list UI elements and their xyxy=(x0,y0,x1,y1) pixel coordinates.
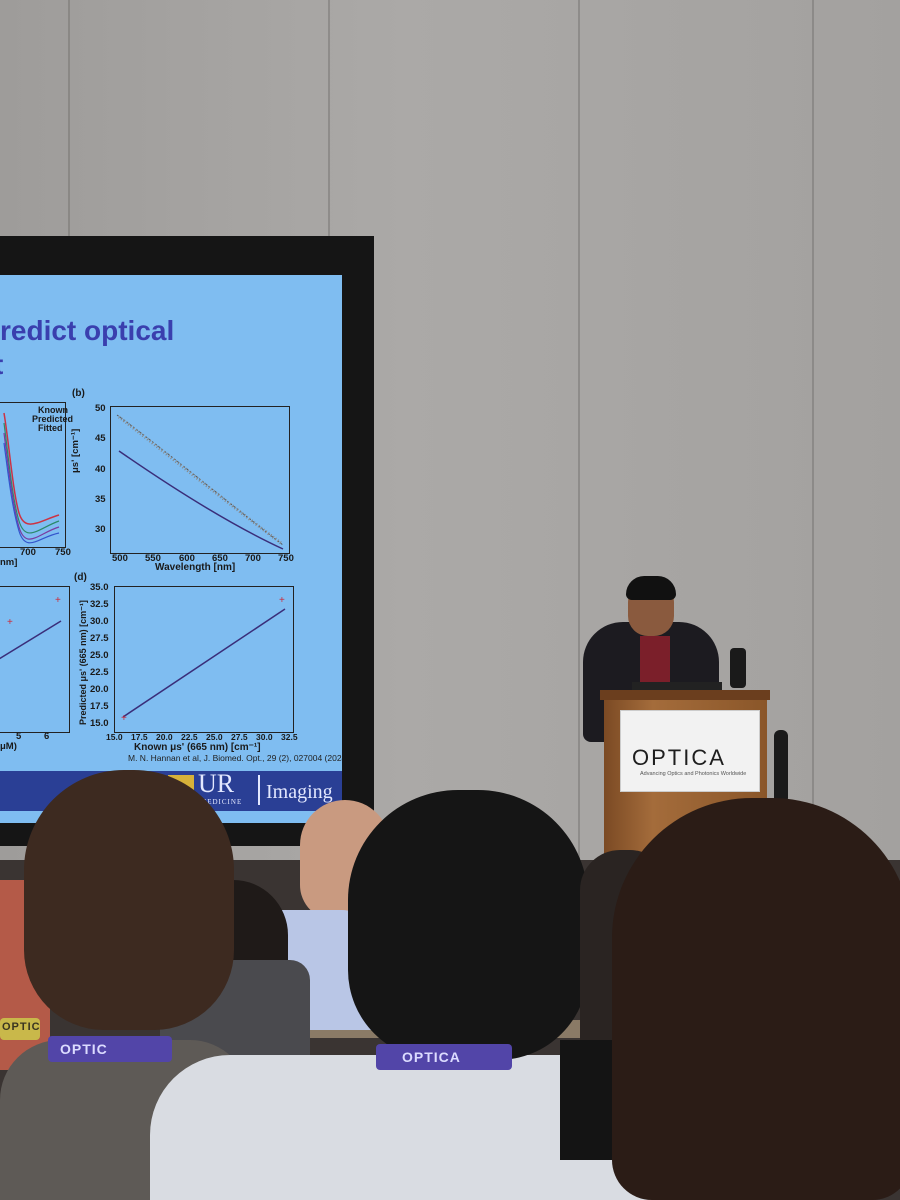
plot-panel-b xyxy=(110,406,290,554)
plot-panel-c: + + xyxy=(0,586,70,733)
slide-title: redict optical xyxy=(0,315,175,346)
panel-d-ytick: 15.0 xyxy=(90,718,109,729)
podium-tagline: Advancing Optics and Photonics Worldwide xyxy=(640,771,747,777)
svg-text:+: + xyxy=(7,617,13,628)
wall-seam xyxy=(812,0,814,860)
panel-a-xlabel: nm] xyxy=(0,557,18,568)
panel-d-xtick: 27.5 xyxy=(231,732,248,742)
footer-medicine: MEDICINE xyxy=(200,798,243,806)
panel-d-ytick: 35.0 xyxy=(90,582,109,593)
svg-text:+: + xyxy=(121,713,127,724)
panel-b-ytick: 45 xyxy=(95,433,106,444)
panel-a-curves xyxy=(3,412,60,544)
plot-panel-d: + + xyxy=(114,586,294,733)
footer-ur: UR xyxy=(198,769,235,798)
panel-b-ytick: 30 xyxy=(95,524,106,535)
panel-d-ytick: 30.0 xyxy=(90,616,109,627)
panel-b-xtick: 500 xyxy=(112,553,128,564)
lanyard-center-text: OPTICA xyxy=(402,1049,461,1065)
microphone-icon xyxy=(774,730,788,800)
panel-d-xtick: 17.5 xyxy=(131,732,148,742)
panel-d-xlabel: Known μs' (665 nm) [cm⁻¹] xyxy=(134,742,261,753)
panel-d-ytick: 27.5 xyxy=(90,633,109,644)
panel-d-xtick: 32.5 xyxy=(281,732,298,742)
panel-d-xtick: 30.0 xyxy=(256,732,273,742)
podium-brand: OPTICA xyxy=(632,745,726,770)
lanyard-left: OPTIC xyxy=(48,1036,172,1062)
speaker-shirt xyxy=(640,636,670,686)
svg-text:+: + xyxy=(279,595,285,606)
panel-d-line: + + xyxy=(121,595,286,724)
plot-panel-a xyxy=(0,402,66,548)
panel-d-ytick: 17.5 xyxy=(90,701,109,712)
audience-head-left xyxy=(24,770,234,1030)
panel-d-ytick: 25.0 xyxy=(90,650,109,661)
lanyard-center: OPTICA xyxy=(376,1044,512,1070)
panel-b-xtick: 650 xyxy=(212,553,228,564)
panel-b-label: (b) xyxy=(72,388,85,399)
lanyard-left-text: OPTIC xyxy=(60,1041,108,1057)
panel-a-xtick: 700 xyxy=(20,547,36,558)
panel-d-xtick: 25.0 xyxy=(206,732,223,742)
panel-d-xtick: 22.5 xyxy=(181,732,198,742)
footer-imaging: Imaging xyxy=(266,781,333,803)
panel-c-xtick: 6 xyxy=(44,731,50,742)
panel-d-xtick: 20.0 xyxy=(156,732,173,742)
svg-text:+: + xyxy=(55,595,61,606)
panel-c-line: + + xyxy=(0,595,62,660)
podium-top xyxy=(600,690,770,700)
footer-divider xyxy=(258,775,260,805)
panel-d-label: (d) xyxy=(74,572,87,583)
lanyard-far-left-text: OPTIC xyxy=(2,1021,40,1033)
panel-b-ytick: 40 xyxy=(95,464,106,475)
panel-b-xtick: 700 xyxy=(245,553,261,564)
legend-fitted: Fitted xyxy=(38,423,63,433)
panel-d-ytick: 22.5 xyxy=(90,667,109,678)
panel-d-xtick: 15.0 xyxy=(106,732,123,742)
panel-b-xtick: 550 xyxy=(145,553,161,564)
camera-icon xyxy=(730,648,746,688)
audience-head-right xyxy=(612,798,900,1200)
citation: M. N. Hannan et al, J. Biomed. Opt., 29 … xyxy=(128,753,342,763)
lanyard-far-left: OPTIC xyxy=(0,1018,40,1040)
panel-b-xtick: 600 xyxy=(179,553,195,564)
panel-d-ytick: 32.5 xyxy=(90,599,109,610)
panel-d-ylabel: Predicted μs' (665 nm) [cm⁻¹] xyxy=(78,600,88,725)
podium-sign xyxy=(620,710,760,792)
panel-c-xlabel: μM) xyxy=(0,741,17,752)
panel-b-ylabel: μs' [cm⁻¹] xyxy=(70,428,81,473)
speaker-hair xyxy=(626,576,676,600)
panel-b-xtick: 750 xyxy=(278,553,294,564)
panel-c-xtick: 5 xyxy=(16,731,22,742)
panel-a-xtick: 750 xyxy=(55,547,71,558)
panel-b-xlabel: Wavelength [nm] xyxy=(155,562,236,573)
legend-known: Known xyxy=(38,405,68,415)
panel-b-ytick: 35 xyxy=(95,494,106,505)
slide-title-line2: t xyxy=(0,349,3,381)
legend-predicted: Predicted xyxy=(32,414,74,424)
audience-head-center xyxy=(348,790,588,1060)
wall-seam xyxy=(578,0,580,860)
panel-d-ytick: 20.0 xyxy=(90,684,109,695)
panel-b-ytick: 50 xyxy=(95,403,106,414)
panel-b-curves xyxy=(116,414,284,550)
presentation-slide: redict optical t Known Predicted Fitted … xyxy=(0,275,342,823)
